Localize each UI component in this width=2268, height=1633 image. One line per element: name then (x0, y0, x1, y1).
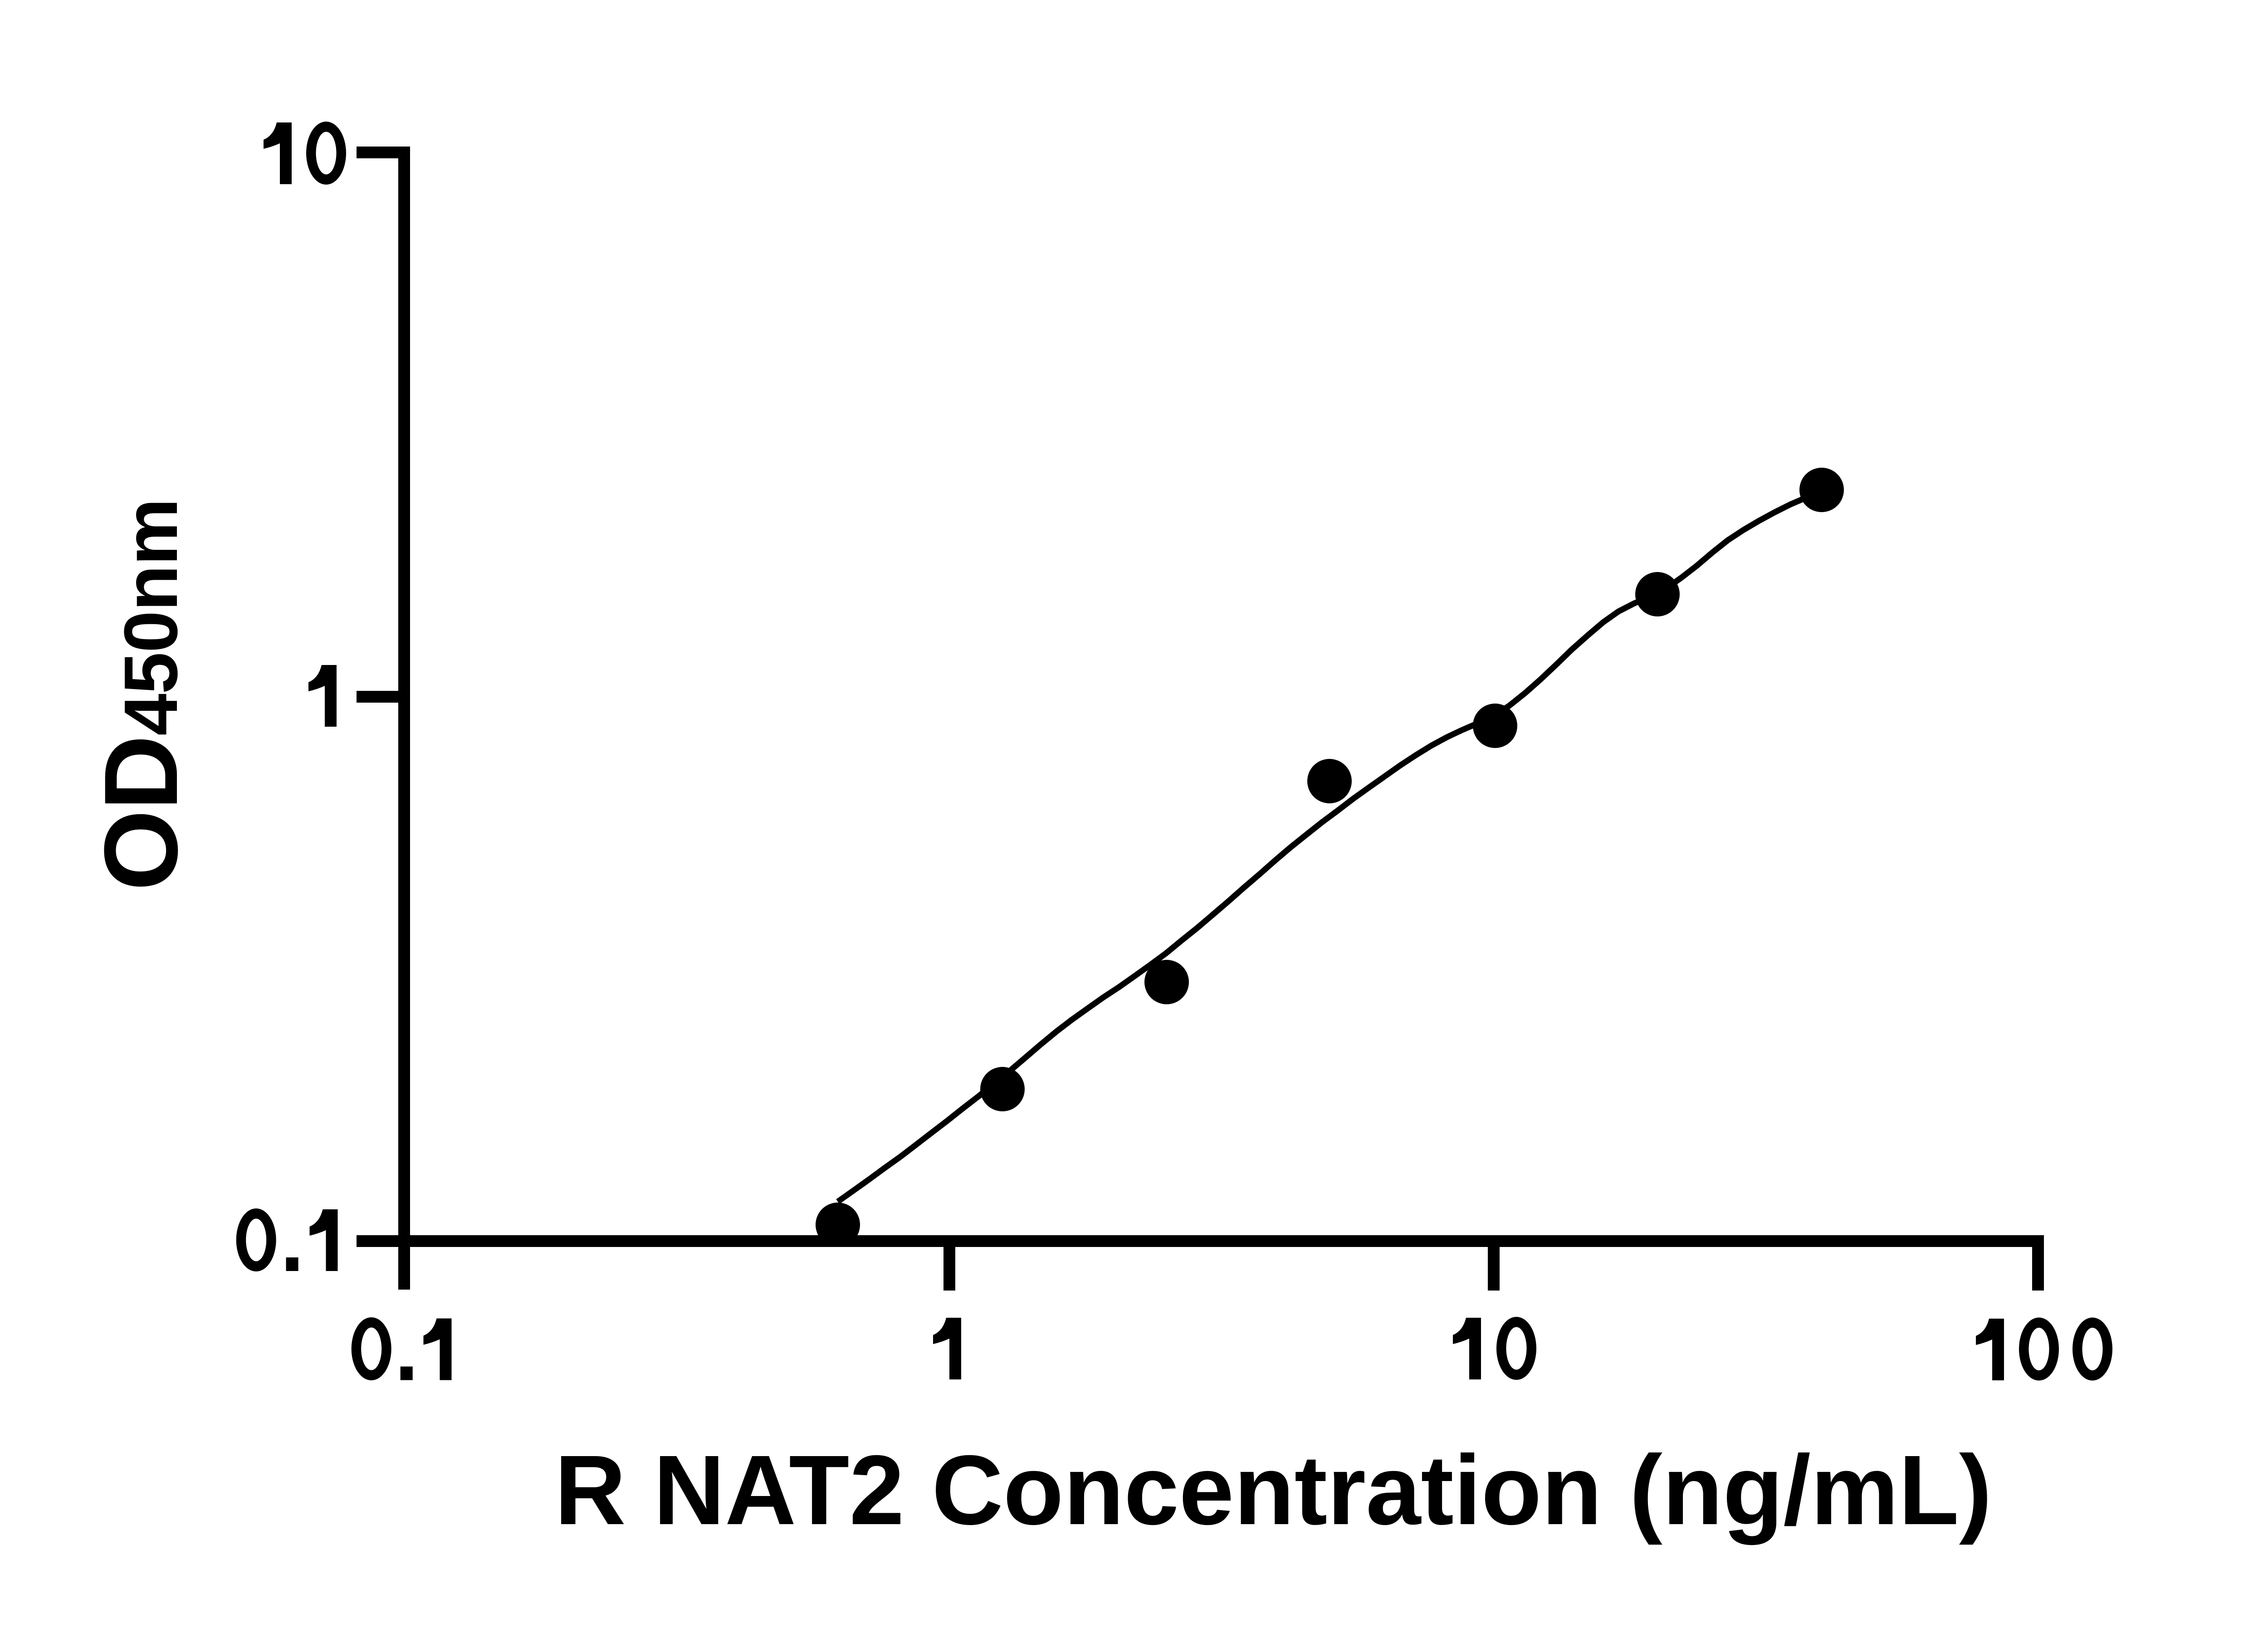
svg-text:R NAT2 Concentration (ng/mL): R NAT2 Concentration (ng/mL) (555, 1435, 1992, 1545)
